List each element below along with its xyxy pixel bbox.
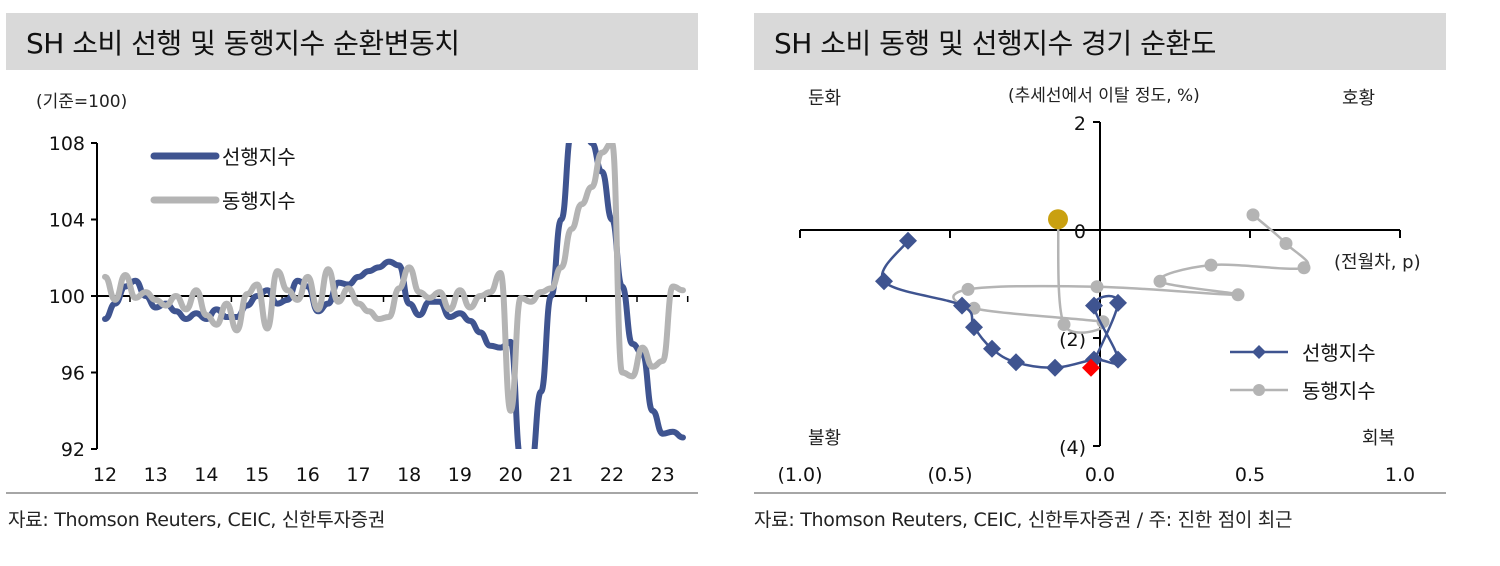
leading-point — [1007, 353, 1025, 372]
coincident-point — [1204, 258, 1218, 272]
coincident-latest-point — [1048, 209, 1068, 230]
x-tick-label: 18 — [397, 464, 421, 486]
x-tick-label: (1.0) — [777, 464, 822, 486]
leading-point — [1109, 293, 1127, 312]
y-tick-label: 92 — [61, 439, 85, 461]
leading-point — [1085, 296, 1103, 315]
leading-index-line — [102, 143, 686, 449]
x-tick-label: 15 — [245, 464, 269, 486]
y-tick-label: 104 — [49, 210, 85, 232]
source-divider — [754, 492, 1446, 494]
coincident-index-line — [102, 143, 686, 414]
y-tick-label: 100 — [49, 286, 85, 308]
x-tick-label: 21 — [549, 464, 573, 486]
x-tick-label: 19 — [448, 464, 472, 486]
x-unit-label: (전월차, p) — [1334, 252, 1421, 273]
x-tick-label: 14 — [194, 464, 218, 486]
y-tick-label: 2 — [1074, 113, 1086, 135]
quadrant-label-recovery: 회복 — [1362, 428, 1395, 449]
coincident-path — [952, 213, 1310, 334]
quadrant-label-slowdown: 둔화 — [808, 88, 841, 109]
x-tick-label: 0.5 — [1235, 464, 1265, 486]
x-tick-label: 0.0 — [1085, 464, 1115, 486]
cycle-scatter-chart: 둔화 (추세선에서 이탈 정도, %) 호황 불황 회복 (전월차, p) (4… — [777, 86, 1421, 486]
coincident-point — [1297, 261, 1311, 275]
right-chart-panel: SH 소비 동행 및 선행지수 경기 순환도 둔화 (추세선에서 이탈 정도, … — [750, 0, 1500, 566]
right-chart-title: SH 소비 동행 및 선행지수 경기 순환도 — [774, 26, 1216, 60]
x-tick-label: 20 — [499, 464, 523, 486]
leading-point — [983, 339, 1001, 358]
series — [875, 208, 1311, 377]
x-tick-label: (0.5) — [927, 464, 972, 486]
coincident-point — [1246, 208, 1260, 222]
axes: 92 96 100 104 108 12 13 14 15 16 17 18 19 20 21 22 23 — [49, 133, 689, 486]
y-tick-label: (4) — [1059, 437, 1086, 459]
axes: (4) (2) 0 2 (1.0) (0.5) 0.0 0.5 1.0 — [777, 113, 1415, 486]
left-chart-title-bar: SH 소비 선행 및 동행지수 순환변동치 — [6, 13, 698, 70]
coincident-point — [1231, 288, 1245, 302]
legend-label: 선행지수 — [222, 145, 296, 169]
leading-point — [899, 231, 917, 250]
leading-point — [953, 296, 971, 315]
legend-label: 동행지수 — [1302, 379, 1376, 403]
coincident-point — [1153, 274, 1167, 288]
series-lines — [102, 143, 686, 449]
quadrant-label-boom: 호황 — [1342, 88, 1375, 109]
quadrant-label-recession: 불황 — [808, 428, 841, 449]
coincident-point — [1057, 318, 1071, 331]
leading-point — [1109, 350, 1127, 369]
leading-point — [875, 272, 893, 291]
leading-latest-point — [1082, 358, 1100, 377]
x-tick-label: 12 — [93, 464, 117, 486]
coincident-point — [1090, 280, 1104, 294]
y-tick-label: (2) — [1059, 329, 1086, 351]
leading-point — [965, 318, 983, 337]
y-tick-label: 108 — [49, 133, 85, 155]
x-tick-label: 23 — [651, 464, 675, 486]
coincident-point — [961, 282, 975, 296]
x-tick-label: 13 — [144, 464, 168, 486]
coincident-point — [1279, 237, 1293, 250]
right-chart-title-bar: SH 소비 동행 및 선행지수 경기 순환도 — [754, 13, 1446, 70]
leading-point — [1046, 358, 1064, 377]
legend-label: 동행지수 — [222, 189, 296, 213]
coincident-point — [967, 301, 981, 315]
left-chart-title: SH 소비 선행 및 동행지수 순환변동치 — [26, 26, 460, 60]
x-tick-label: 1.0 — [1385, 464, 1415, 486]
source-note: 자료: Thomson Reuters, CEIC, 신한투자증권 — [8, 509, 385, 531]
x-tick-label: 22 — [600, 464, 624, 486]
legend-label: 선행지수 — [1302, 341, 1376, 365]
x-tick-label: 17 — [346, 464, 370, 486]
y-unit-label: (기준=100) — [36, 92, 127, 112]
y-tick-label: 96 — [61, 363, 85, 385]
line-chart: (기준=100) 92 96 100 104 108 12 13 14 15 16 17 18 19 20… — [36, 92, 689, 486]
y-tick-label: 0 — [1074, 221, 1086, 243]
source-divider — [6, 492, 698, 494]
y-unit-label: (추세선에서 이탈 정도, %) — [1008, 86, 1200, 106]
x-tick-label: 16 — [296, 464, 320, 486]
source-note: 자료: Thomson Reuters, CEIC, 신한투자증권 / 주: 진… — [754, 509, 1293, 531]
left-chart-panel: SH 소비 선행 및 동행지수 순환변동치 (기준=100) 92 96 100 10… — [6, 13, 698, 531]
